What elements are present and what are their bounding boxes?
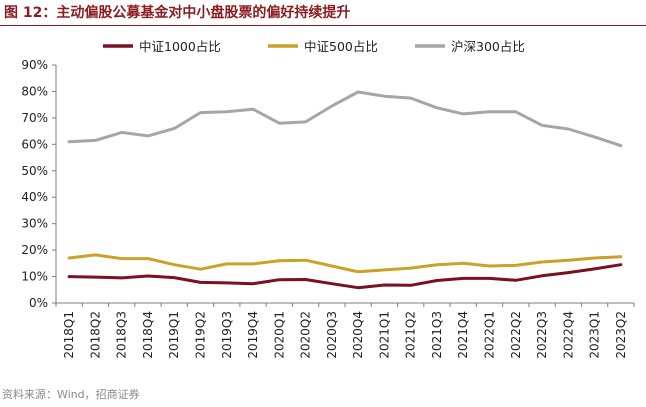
y-tick-label: 80% — [21, 84, 48, 98]
y-tick-label: 70% — [21, 111, 48, 125]
series-line-1 — [67, 263, 623, 290]
x-tick-label: 2018Q2 — [88, 311, 102, 359]
x-tick-label: 2020Q4 — [351, 311, 365, 359]
x-tick-label: 2022Q4 — [561, 311, 575, 359]
legend-label-2: 中证500占比 — [304, 39, 378, 54]
x-tick-label: 2022Q3 — [535, 311, 549, 359]
y-tick-label: 90% — [21, 58, 48, 72]
x-tick-label: 2021Q3 — [430, 311, 444, 359]
title-divider — [0, 25, 646, 26]
y-tick-label: 30% — [21, 217, 48, 231]
x-tick-label: 2023Q2 — [614, 311, 628, 359]
x-tick-label: 2018Q3 — [115, 311, 129, 359]
legend-label-3: 沪深300占比 — [451, 39, 525, 54]
y-tick-label: 10% — [21, 270, 48, 284]
x-tick-label: 2021Q4 — [456, 311, 470, 359]
y-tick-label: 60% — [21, 137, 48, 151]
x-tick-label: 2022Q2 — [509, 311, 523, 359]
y-tick-label: 20% — [21, 243, 48, 257]
x-tick-label: 2020Q3 — [325, 311, 339, 359]
x-tick-label: 2020Q1 — [272, 311, 286, 359]
x-tick-label: 2019Q2 — [194, 311, 208, 359]
y-tick-label: 40% — [21, 190, 48, 204]
x-tick-label: 2021Q1 — [377, 311, 391, 359]
x-tick-label: 2021Q2 — [404, 311, 418, 359]
x-tick-label: 2018Q1 — [62, 311, 76, 359]
legend-label-1: 中证1000占比 — [139, 39, 221, 54]
x-tick-label: 2018Q4 — [141, 311, 155, 359]
series-line-2 — [67, 253, 623, 274]
source-note: 资料来源：Wind，招商证券 — [2, 388, 140, 401]
x-tick-label: 2019Q1 — [167, 311, 181, 359]
x-tick-label: 2023Q1 — [588, 311, 602, 359]
figure-title: 图 12：主动偏股公募基金对中小盘股票的偏好持续提升 — [4, 5, 351, 21]
series-line-3 — [67, 90, 623, 148]
x-tick-label: 2019Q3 — [220, 311, 234, 359]
x-tick-label: 2022Q1 — [483, 311, 497, 359]
y-tick-label: 50% — [21, 164, 48, 178]
y-tick-label: 0% — [29, 296, 48, 310]
x-tick-label: 2020Q2 — [299, 311, 313, 359]
x-tick-label: 2019Q4 — [246, 311, 260, 359]
